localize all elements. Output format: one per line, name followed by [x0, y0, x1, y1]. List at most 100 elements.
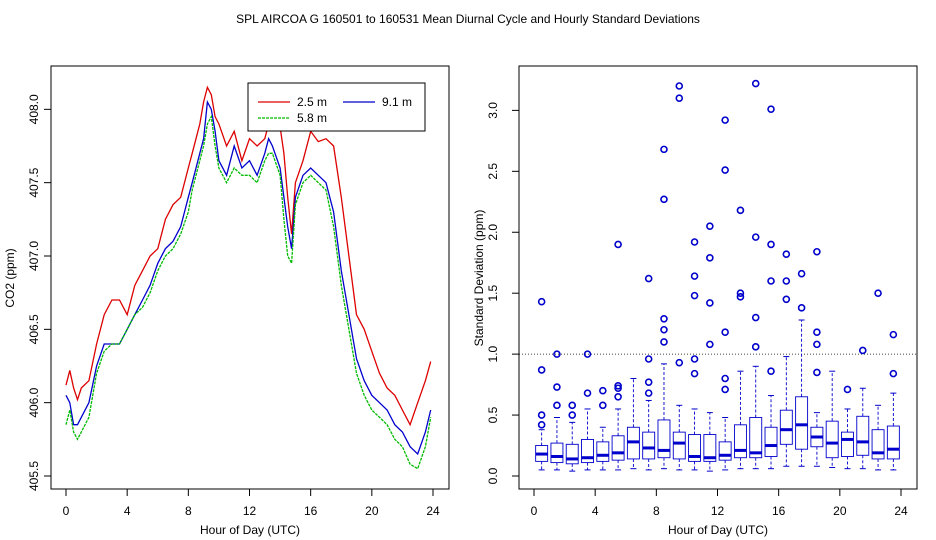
- box-outlier-point: [553, 401, 561, 410]
- box-outlier-point: [767, 240, 775, 249]
- box-outlier-point: [813, 247, 821, 256]
- boxplot-hour-3.5: [581, 350, 594, 471]
- box-outlier-point: [614, 240, 622, 249]
- box-outlier-point: [736, 289, 745, 297]
- box-outlier-point: [813, 328, 821, 336]
- series-line-5-8-m: [65, 114, 432, 470]
- box-outlier-point: [797, 269, 806, 278]
- box-outlier-point: [599, 401, 607, 410]
- series-line-2-5-m: [65, 85, 432, 427]
- right-y-tick-label: 0.5: [486, 406, 500, 423]
- box-outlier-point: [782, 250, 791, 258]
- boxplot-hour-11.5: [703, 222, 717, 472]
- box-outlier-point: [706, 222, 714, 230]
- box-iqr: [688, 434, 702, 462]
- box-outlier-point: [706, 340, 714, 349]
- box-outlier-point: [660, 325, 668, 334]
- right-x-tick-label: 12: [711, 504, 725, 518]
- boxplot-hour-1.5: [550, 350, 564, 471]
- box-outlier-point: [675, 82, 684, 90]
- box-outlier-point: [767, 367, 775, 375]
- box-outlier-point: [690, 291, 699, 300]
- box-iqr: [825, 420, 839, 459]
- box-iqr: [764, 426, 778, 457]
- box-iqr: [718, 441, 732, 461]
- box-outlier-point: [644, 274, 653, 283]
- box-outlier-point: [583, 350, 592, 358]
- right-y-tick-label: 2.0: [486, 224, 500, 241]
- box-outlier-point: [736, 293, 745, 301]
- series-line-9-1-m: [65, 99, 432, 456]
- box-outlier-point: [537, 366, 546, 374]
- figure-title: SPL AIRCOA G 160501 to 160531 Mean Diurn…: [236, 12, 700, 26]
- box-outlier-point: [797, 304, 806, 312]
- box-outlier-point: [721, 374, 729, 383]
- left-y-tick-label: 407.5: [27, 167, 41, 197]
- left-y-tick-label: 406.5: [27, 314, 41, 344]
- boxplot-hour-6.5: [626, 378, 640, 470]
- boxplot-hour-19.5: [825, 370, 839, 468]
- std-dev-boxplot-panel: 0 4 8 12 16 20 24 0.0 0.5 1.0 1.5 2.0 2.5 3.0 Hour of…: [472, 65, 918, 537]
- boxplot-hour-0.5: [535, 297, 549, 471]
- box-outlier-point: [751, 79, 760, 88]
- boxplot-hour-4.5: [596, 386, 610, 471]
- box-outlier-point: [889, 330, 898, 339]
- box-iqr: [841, 431, 854, 457]
- box-outlier-point: [660, 338, 668, 346]
- box-outlier-point: [568, 411, 577, 419]
- box-iqr: [703, 434, 717, 462]
- box-outlier-point: [690, 238, 699, 246]
- boxplot-hour-17.5: [795, 269, 809, 467]
- box-outlier-point: [889, 369, 898, 378]
- box-outlier-point: [537, 421, 546, 429]
- left-y-tick-label: 406.0: [27, 387, 41, 417]
- box-iqr: [657, 419, 671, 459]
- boxplot-hour-13.5: [733, 206, 747, 470]
- box-outlier-point: [782, 277, 791, 285]
- right-x-tick-label: 0: [531, 504, 538, 518]
- box-outlier-point: [675, 94, 684, 102]
- left-x-tick-label: 16: [304, 504, 318, 518]
- box-iqr: [550, 442, 564, 464]
- boxplot-hour-5.5: [611, 240, 625, 471]
- right-x-tick-label: 16: [772, 504, 786, 518]
- co2-diurnal-panel: 0 4 8 12 16 20 24 405.5 406.0 406.5 407.0 407.5 408.…: [3, 65, 450, 537]
- box-outlier-point: [553, 383, 561, 391]
- boxplot-hour-7.5: [642, 274, 656, 471]
- right-x-axis-label: Hour of Day (UTC): [668, 523, 768, 537]
- box-iqr: [749, 417, 763, 459]
- right-y-axis-label: Standard Deviation (ppm): [472, 210, 486, 347]
- box-outlier-point: [644, 378, 653, 386]
- boxplot-hour-21.5: [856, 346, 870, 470]
- box-outlier-point: [706, 254, 714, 262]
- box-outlier-point: [690, 272, 699, 280]
- left-x-tick-label: 4: [124, 504, 131, 518]
- box-outlier-point: [583, 389, 592, 397]
- boxplot-hour-23.5: [886, 330, 900, 471]
- box-outlier-point: [690, 369, 699, 378]
- right-y-tick-label: 1.5: [486, 285, 500, 302]
- box-iqr: [856, 415, 870, 456]
- box-outlier-point: [721, 328, 729, 336]
- box-outlier-point: [614, 384, 622, 393]
- left-x-tick-label: 24: [426, 504, 440, 518]
- left-x-tick-label: 0: [63, 504, 70, 518]
- boxplot-hour-2.5: [565, 401, 579, 472]
- left-x-tick-label: 12: [243, 504, 257, 518]
- left-y-tick-label: 408.0: [27, 94, 41, 124]
- box-iqr: [795, 396, 809, 450]
- boxplot-hour-16.5: [779, 250, 793, 467]
- box-outlier-point: [660, 314, 668, 323]
- box-outlier-point: [537, 297, 546, 306]
- box-outlier-point: [614, 382, 622, 390]
- boxplot-hour-12.5: [718, 116, 732, 471]
- box-outlier-point: [553, 350, 561, 358]
- boxplot-hour-8.5: [657, 145, 671, 470]
- box-outlier-point: [721, 166, 729, 174]
- legend-label-9-1m: 9.1 m: [382, 95, 412, 109]
- boxplot-hour-18.5: [810, 247, 824, 467]
- box-outlier-point: [537, 411, 546, 419]
- box-outlier-point: [721, 116, 729, 124]
- box-outlier-point: [767, 105, 775, 113]
